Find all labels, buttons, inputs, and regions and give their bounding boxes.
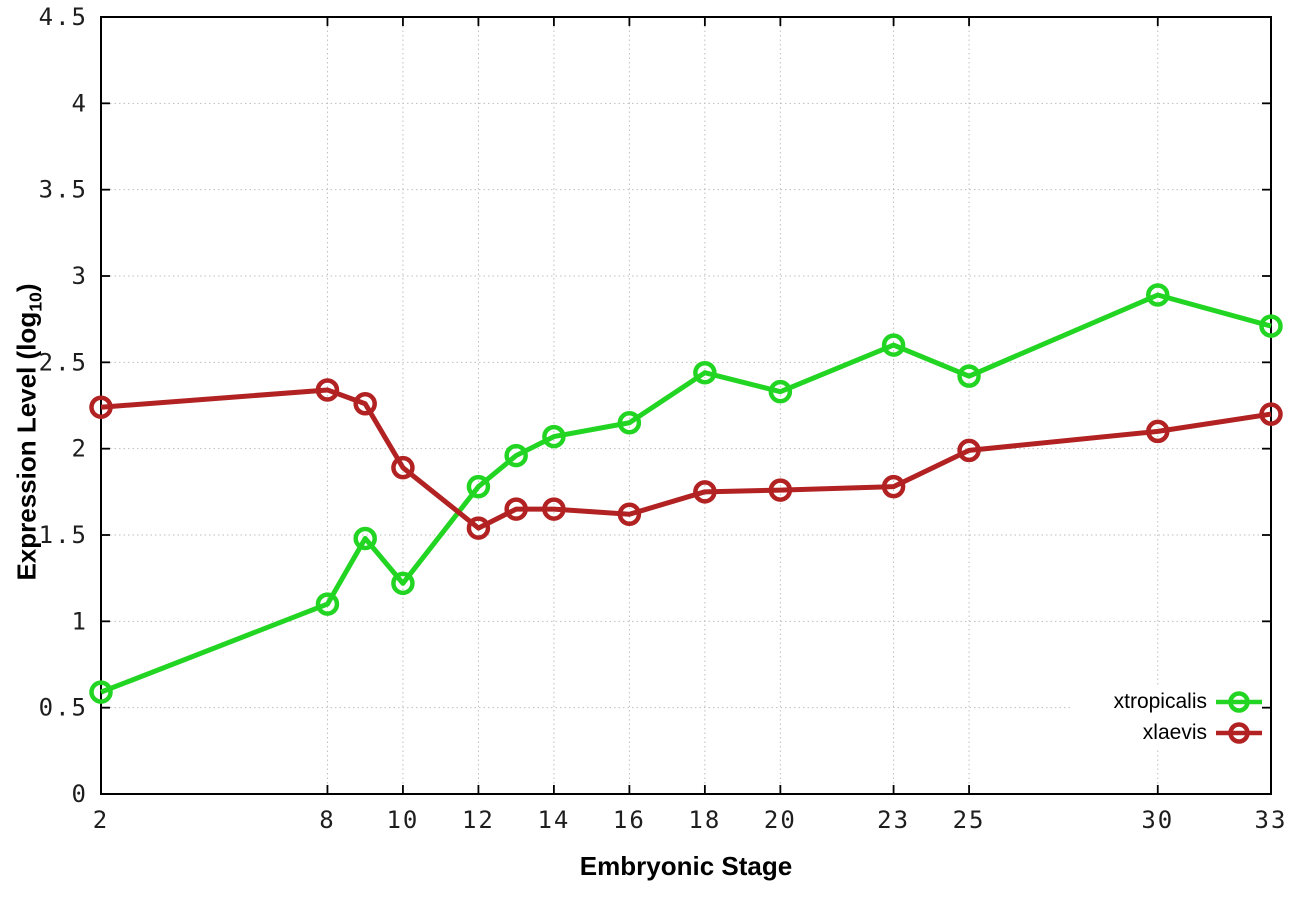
svg-text:4: 4 [72, 89, 88, 117]
y-axis-title-subscript: 10 [25, 292, 46, 312]
legend-label-xlaevis: xlaevis [1142, 720, 1207, 744]
svg-text:0.5: 0.5 [39, 694, 88, 722]
legend-item-xlaevis: xlaevis [1072, 717, 1262, 748]
svg-text:18: 18 [688, 806, 721, 834]
svg-text:1.5: 1.5 [39, 521, 88, 549]
legend-marker-xtropicalis [1216, 690, 1262, 713]
legend-item-xtropicalis: xtropicalis [1072, 686, 1262, 717]
svg-text:30: 30 [1141, 806, 1174, 834]
svg-text:14: 14 [537, 806, 570, 834]
y-axis-title-text: Expression Level (log [11, 311, 42, 581]
svg-text:33: 33 [1255, 806, 1288, 834]
svg-text:12: 12 [462, 806, 495, 834]
svg-text:2: 2 [93, 806, 109, 834]
svg-text:20: 20 [764, 806, 797, 834]
y-axis-title: Expression Level (log10) [11, 283, 46, 580]
svg-text:25: 25 [953, 806, 986, 834]
svg-text:0: 0 [72, 780, 88, 808]
x-axis-title: Embryonic Stage [579, 851, 793, 881]
svg-text:23: 23 [877, 806, 910, 834]
svg-text:4.5: 4.5 [39, 3, 88, 31]
svg-text:2.5: 2.5 [39, 348, 88, 376]
svg-text:16: 16 [613, 806, 646, 834]
svg-text:2: 2 [72, 435, 88, 463]
svg-text:1: 1 [72, 607, 88, 635]
svg-text:8: 8 [319, 806, 335, 834]
legend-label-xtropicalis: xtropicalis [1113, 689, 1207, 713]
legend: xtropicalis xlaevis [1072, 686, 1262, 748]
y-axis-title-suffix: ) [11, 283, 42, 293]
svg-text:10: 10 [386, 806, 419, 834]
svg-text:3.5: 3.5 [39, 176, 88, 204]
legend-marker-xlaevis [1216, 721, 1262, 744]
svg-text:3: 3 [72, 262, 88, 290]
